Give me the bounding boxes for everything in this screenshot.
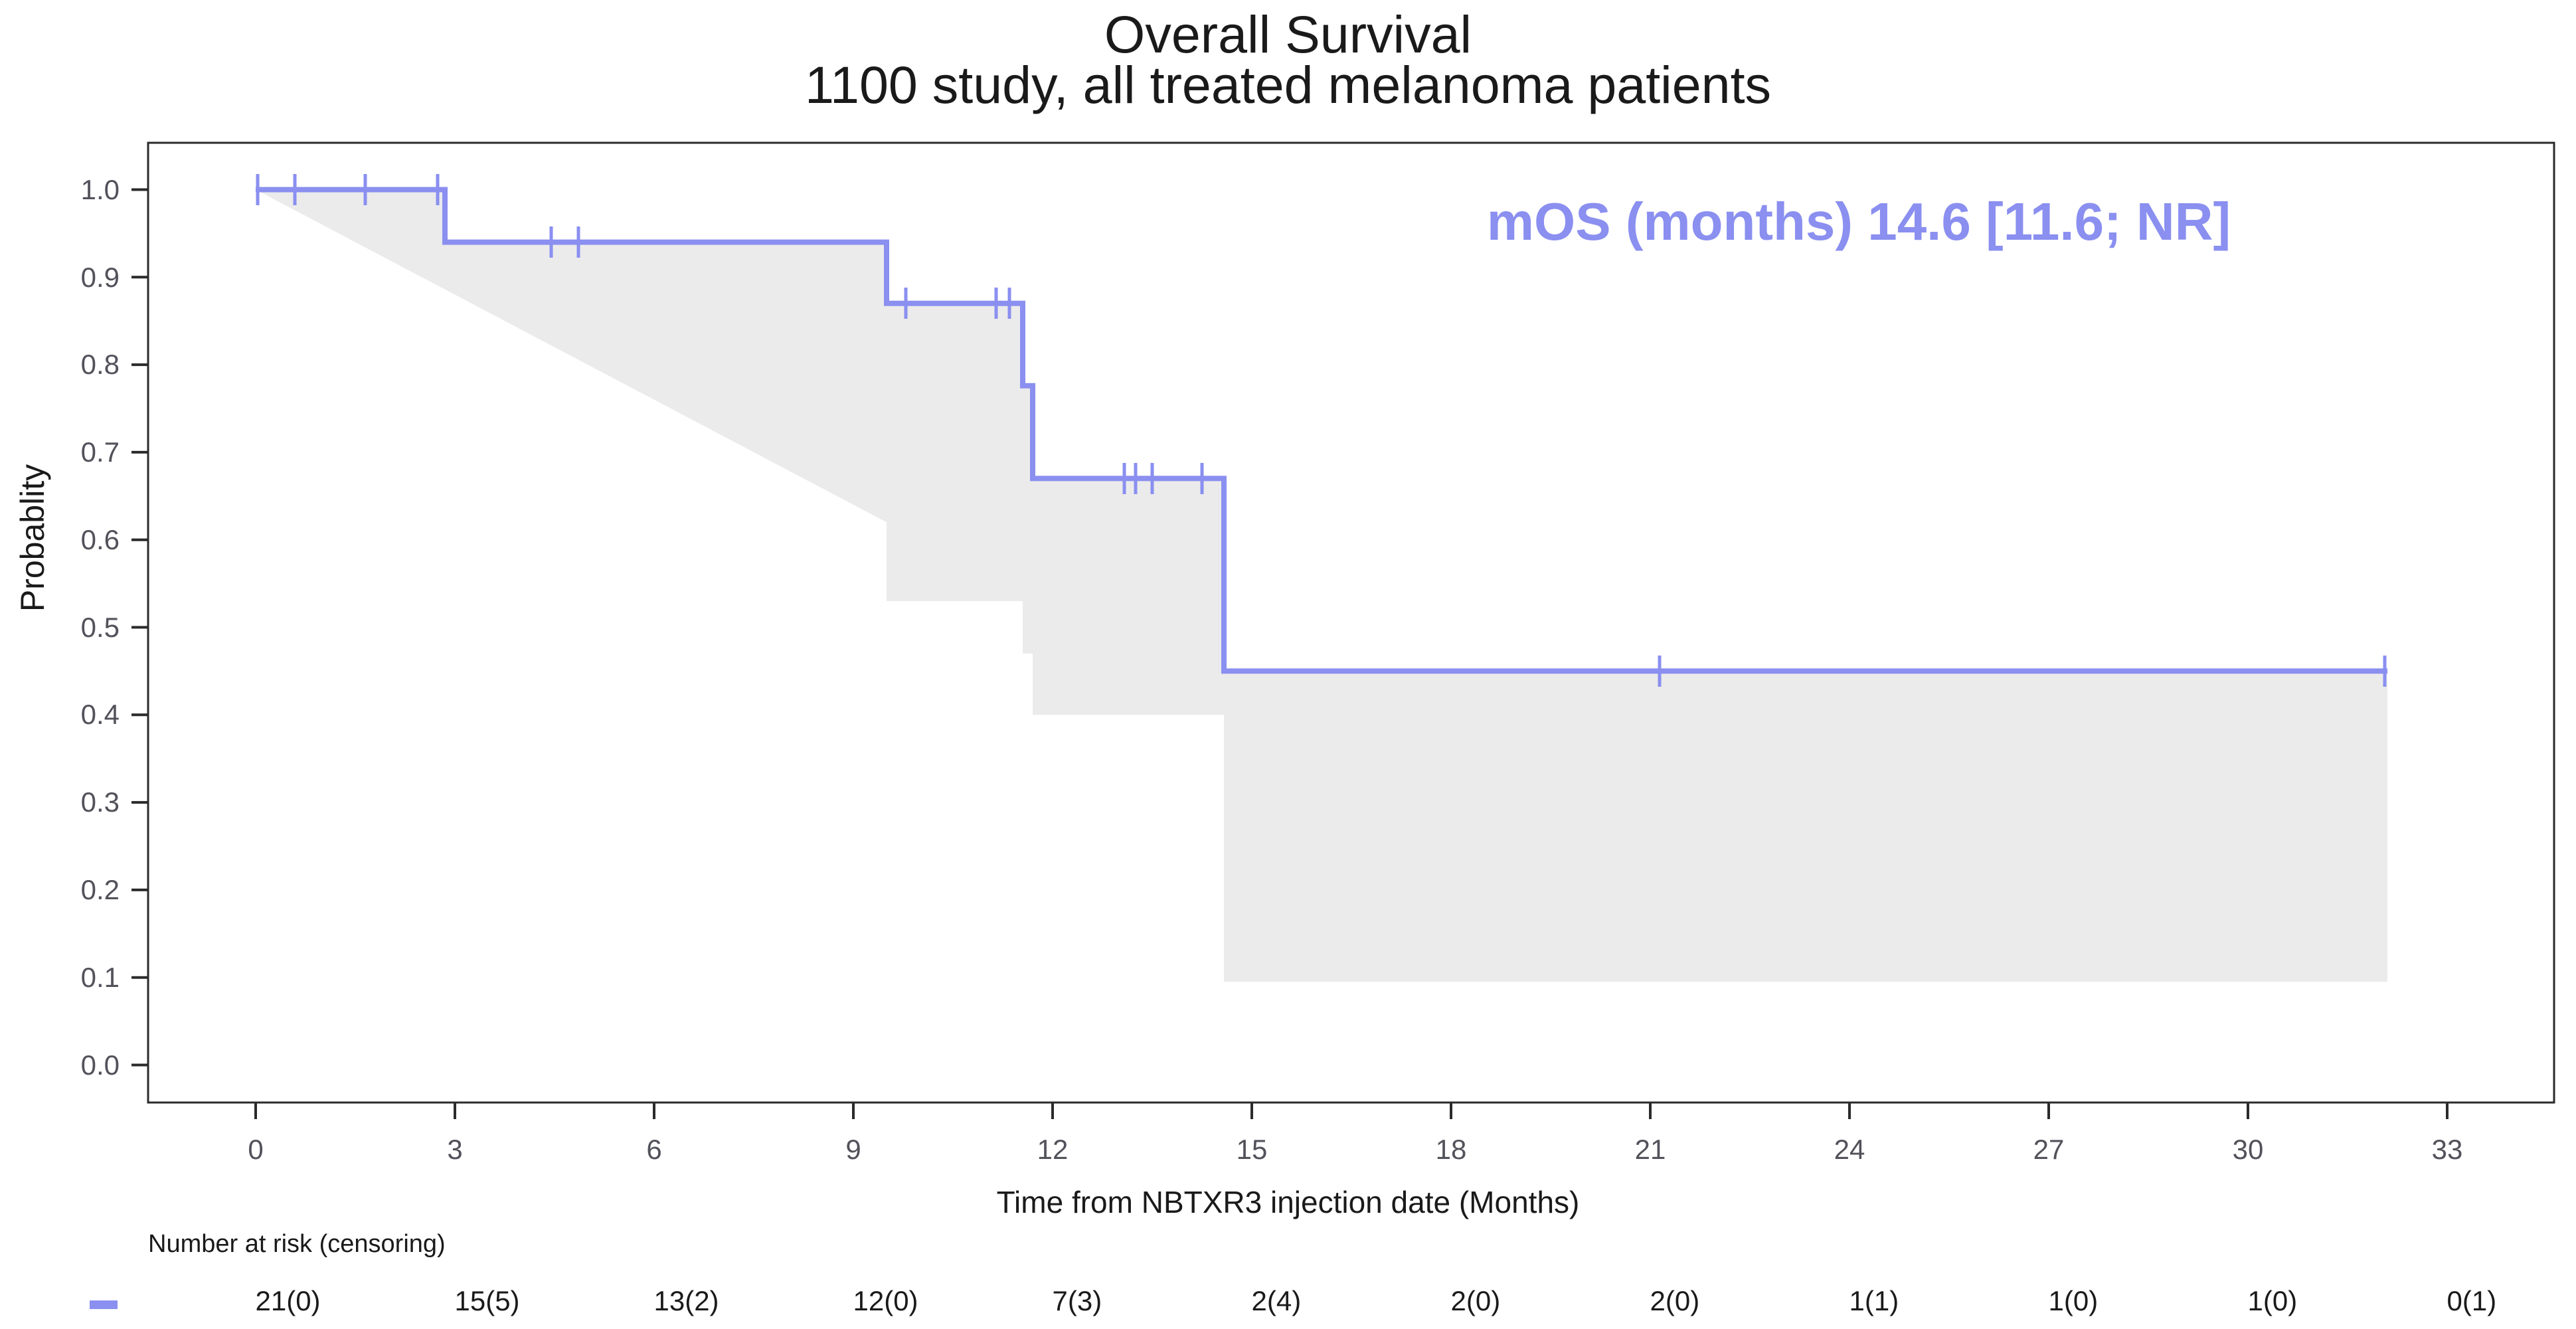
- svg-text:6: 6: [646, 1134, 661, 1165]
- svg-text:0.2: 0.2: [81, 874, 120, 905]
- svg-text:0.4: 0.4: [81, 699, 120, 730]
- svg-text:0.9: 0.9: [81, 262, 120, 293]
- svg-text:0.3: 0.3: [81, 786, 120, 818]
- svg-text:18: 18: [1436, 1134, 1467, 1165]
- svg-text:9: 9: [845, 1134, 861, 1165]
- svg-text:3: 3: [447, 1134, 462, 1165]
- svg-text:1.0: 1.0: [81, 174, 120, 205]
- svg-text:24: 24: [1834, 1134, 1865, 1165]
- svg-text:27: 27: [2033, 1134, 2065, 1165]
- svg-text:0: 0: [248, 1134, 263, 1165]
- svg-text:0.8: 0.8: [81, 349, 120, 380]
- svg-text:12: 12: [1037, 1134, 1069, 1165]
- svg-text:0.7: 0.7: [81, 436, 120, 468]
- svg-text:15: 15: [1237, 1134, 1268, 1165]
- svg-text:0.6: 0.6: [81, 524, 120, 555]
- svg-text:0.5: 0.5: [81, 612, 120, 643]
- svg-text:33: 33: [2432, 1134, 2463, 1165]
- svg-text:21: 21: [1635, 1134, 1666, 1165]
- svg-text:30: 30: [2233, 1134, 2264, 1165]
- svg-text:0.1: 0.1: [81, 962, 120, 993]
- svg-text:0.0: 0.0: [81, 1049, 120, 1081]
